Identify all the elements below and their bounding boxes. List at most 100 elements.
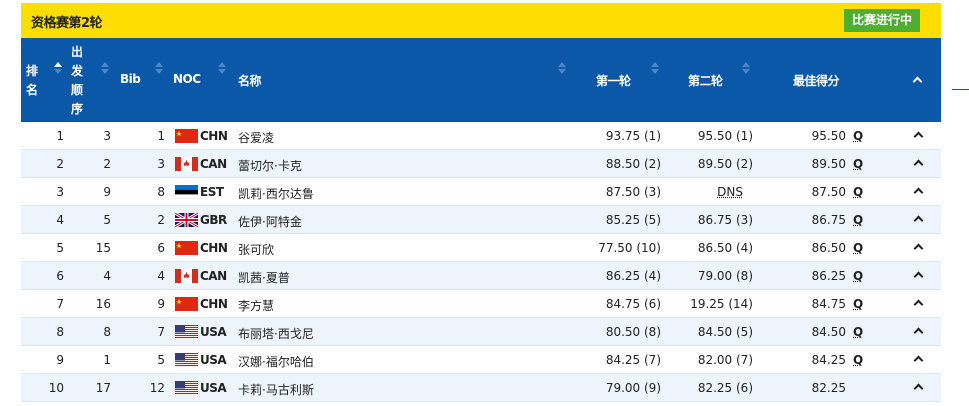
rank: 9: [56, 353, 64, 367]
col-noc[interactable]: NOC: [173, 72, 201, 86]
round-title: 资格赛第2轮: [31, 16, 103, 31]
bib: 3: [157, 157, 165, 171]
qualified-badge: Q: [853, 353, 864, 367]
noc: CHN: [200, 129, 228, 143]
col-best[interactable]: 最佳得分: [793, 74, 840, 88]
table-row[interactable]: 1 3 1 CHN 谷爱凌 93.75 (1) 95.50 (1) 95.50 Q: [21, 122, 941, 150]
noc: GBR: [200, 213, 227, 227]
expand-row-icon[interactable]: [913, 243, 924, 254]
bib: 7: [157, 325, 165, 339]
table-row[interactable]: 4 5 2 GBR 佐伊·阿特金 85.25 (5) 86.75 (3) 86.75 Q: [21, 206, 941, 234]
table-row[interactable]: 5 15 6 CHN 张可欣 77.50 (10) 86.50 (4) 86.50 Q: [21, 234, 941, 262]
expand-row-icon[interactable]: [913, 299, 924, 310]
start-order: 4: [103, 269, 111, 283]
athlete-name[interactable]: 卡莉·马古利斯: [238, 383, 314, 397]
rank: 6: [56, 269, 64, 283]
rank: 5: [56, 241, 64, 255]
sort-bib-icon[interactable]: [155, 62, 163, 76]
athlete-name[interactable]: 李方慧: [238, 299, 275, 313]
bib: 12: [149, 381, 165, 395]
best-score: 86.25: [811, 269, 846, 283]
run2-score: 95.50 (1): [697, 129, 753, 143]
flag-usa-icon: [175, 381, 198, 398]
sort-rank-icon[interactable]: [54, 62, 62, 76]
rank: 4: [56, 213, 64, 227]
athlete-name[interactable]: 佐伊·阿特金: [238, 215, 302, 229]
expand-row-icon[interactable]: [913, 215, 924, 226]
noc: USA: [200, 353, 227, 367]
qualified-badge: Q: [853, 325, 864, 339]
expand-row-icon[interactable]: [913, 271, 924, 282]
start-order: 1: [103, 353, 111, 367]
col-run1[interactable]: 第一轮: [596, 74, 631, 88]
run2-score: 82.25 (6): [697, 381, 753, 395]
bib: 9: [157, 297, 165, 311]
athlete-name[interactable]: 凯茜·夏普: [238, 271, 290, 285]
start-order: 5: [103, 213, 111, 227]
qualified-badge: Q: [853, 269, 864, 283]
table-row[interactable]: 3 9 8 EST 凯莉·西尔达鲁 87.50 (3) DNS 87.50 Q: [21, 178, 941, 206]
athlete-name[interactable]: 蕾切尔·卡克: [238, 159, 302, 173]
bib: 4: [157, 269, 165, 283]
best-score: 84.75: [811, 297, 846, 311]
expand-row-icon[interactable]: [913, 355, 924, 366]
divider: [952, 89, 969, 90]
athlete-name[interactable]: 谷爱凌: [238, 131, 275, 145]
bib: 8: [157, 185, 165, 199]
sort-noc-icon[interactable]: [218, 62, 226, 76]
run1-score: 93.75 (1): [605, 129, 661, 143]
noc: CAN: [200, 269, 227, 283]
expand-row-icon[interactable]: [913, 187, 924, 198]
run1-score: 88.50 (2): [605, 157, 661, 171]
flag-chn-icon: [175, 241, 198, 258]
table-row[interactable]: 7 16 9 CHN 李方慧 84.75 (6) 19.25 (14) 84.75 Q: [21, 290, 941, 318]
qualified-badge: Q: [853, 129, 864, 143]
sort-run2-icon[interactable]: [742, 62, 750, 76]
col-name[interactable]: 名称: [238, 74, 262, 88]
run1-score: 80.50 (8): [605, 325, 661, 339]
expand-row-icon[interactable]: [913, 383, 924, 394]
run1-score: 85.25 (5): [605, 213, 661, 227]
flag-gbr-icon: [174, 211, 199, 230]
flag-usa-icon: [175, 325, 198, 342]
run1-score: 77.50 (10): [598, 241, 661, 255]
col-rank[interactable]: 排名: [26, 64, 39, 97]
noc: CHN: [200, 297, 228, 311]
bib: 5: [157, 353, 165, 367]
qualified-badge: Q: [853, 157, 864, 171]
start-order: 8: [103, 325, 111, 339]
run1-score: 84.75 (6): [605, 297, 661, 311]
sort-run1-icon[interactable]: [651, 62, 659, 76]
noc: CHN: [200, 241, 228, 255]
sort-order-icon[interactable]: [101, 62, 109, 76]
best-score: 84.50: [811, 325, 846, 339]
athlete-name[interactable]: 凯莉·西尔达鲁: [238, 187, 314, 201]
sort-name-icon[interactable]: [558, 62, 566, 76]
run2-score: 19.25 (14): [690, 297, 753, 311]
col-run2[interactable]: 第二轮: [688, 74, 723, 88]
expand-row-icon[interactable]: [913, 327, 924, 338]
rank: 8: [56, 325, 64, 339]
table-row[interactable]: 6 4 4 CAN 凯茜·夏普 86.25 (4) 79.00 (8) 86.25 Q: [21, 262, 941, 290]
table-row[interactable]: 10 17 12 USA 卡莉·马古利斯 79.00 (9) 82.25 (6) 82.25: [21, 374, 941, 402]
best-score: 86.50: [811, 241, 846, 255]
start-order: 9: [103, 185, 111, 199]
expand-row-icon[interactable]: [913, 131, 924, 142]
table-row[interactable]: 8 8 7 USA 布丽塔·西戈尼 80.50 (8) 84.50 (5) 84.50 Q: [21, 318, 941, 346]
collapse-all-icon[interactable]: [912, 76, 923, 87]
round-title-bar: 资格赛第2轮 比赛进行中: [21, 3, 941, 38]
col-bib[interactable]: Bib: [120, 72, 141, 86]
table-row[interactable]: 2 2 3 CAN 蕾切尔·卡克 88.50 (2) 89.50 (2) 89.50 Q: [21, 150, 941, 178]
col-start-order[interactable]: 出发顺序: [71, 45, 84, 116]
start-order: 15: [95, 241, 111, 255]
best-score: 87.50: [811, 185, 846, 199]
best-score: 82.25: [811, 381, 846, 395]
expand-row-icon[interactable]: [913, 159, 924, 170]
athlete-name[interactable]: 张可欣: [238, 243, 275, 257]
flag-chn-icon: [175, 297, 198, 314]
athlete-name[interactable]: 汉娜·福尔哈伯: [238, 355, 314, 369]
table-row[interactable]: 9 1 5 USA 汉娜·福尔哈伯 84.25 (7) 82.00 (7) 84.25 Q: [21, 346, 941, 374]
athlete-name[interactable]: 布丽塔·西戈尼: [238, 327, 314, 341]
run2-score: 82.00 (7): [697, 353, 753, 367]
best-score: 84.25: [811, 353, 846, 367]
